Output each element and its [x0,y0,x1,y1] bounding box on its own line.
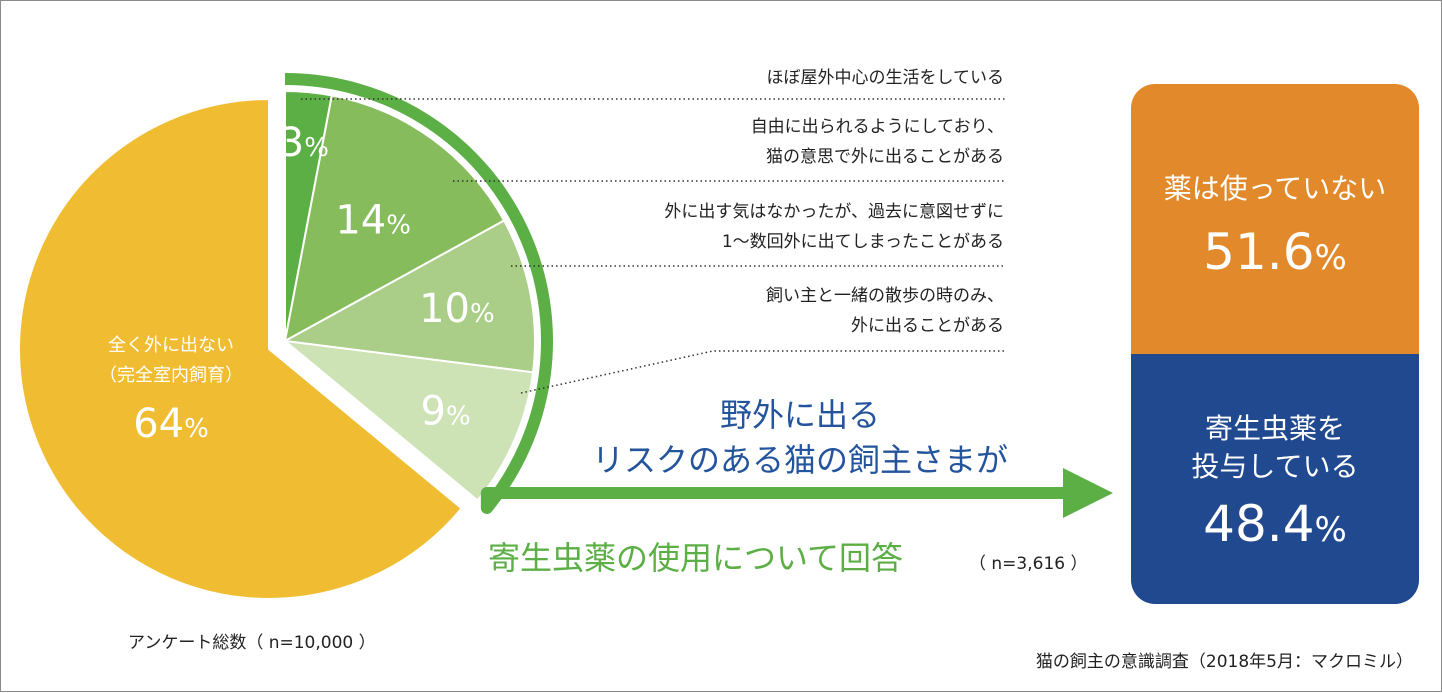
medication-label: 寄生虫薬を投与している [1131,410,1419,486]
arrow-bracket-line [284,73,1073,515]
slice-value-number-3: 9 [421,389,446,435]
arrow-text-line2: リスクのある猫の飼主さまが [592,441,1008,479]
slice-value-unit-3: % [446,402,471,432]
medication-label-line2: 投与している [1191,450,1359,483]
slice-value-number-4: 64 [133,401,184,447]
slice-value-label-0: 3% [279,120,329,166]
arrow-head [1063,468,1113,518]
no-medication-label: 薬は使っていない [1163,172,1387,205]
pie-slice-4 [18,97,464,600]
slice-value-number-0: 3 [279,120,304,166]
slice-value-label-2: 10% [419,286,495,332]
pie-slice-1 [283,94,506,343]
medication-label-line1: 寄生虫薬を [1204,412,1345,445]
slice-value-number-1: 14 [335,198,386,244]
medication-card: 寄生虫薬を投与している 48.4% [1131,354,1419,604]
medication-number: 48.4 [1203,495,1315,553]
answer-n-label: （ n=3,616 ） [969,554,1088,574]
pie-slice-2 [281,219,536,374]
slice-value-unit-4: % [184,414,209,444]
source-note: 猫の飼主の意識調査（2018年5月：マクロミル） [1035,652,1413,672]
answer-title: 寄生虫薬の使用について回答 [488,539,903,577]
category-label-1-line2: 猫の意思で外に出ることがある [766,147,1004,167]
category-label-2-line1: 外に出す気はなかったが、過去に意図せずに [664,202,1004,222]
no-medication-value: 51.6% [1131,222,1419,288]
no-medication-unit: % [1314,238,1347,278]
medication-value: 48.4% [1131,494,1419,560]
slice-value-label-3: 9% [421,389,471,435]
category-label-3-line1: 飼い主と一緒の散歩の時のみ、 [766,286,1004,306]
no-medication-number: 51.6 [1203,223,1315,281]
category-label-0-line1: ほぼ屋外中心の生活をしている [767,68,1005,88]
slice-value-unit-2: % [470,299,495,329]
leader-line-3 [520,350,1006,394]
category-label-2-line2: 1〜数回外に出てしまったことがある [722,232,1004,252]
medication-unit: % [1314,510,1347,550]
no-medication-card: 薬は使っていない 51.6% [1131,84,1419,354]
slice-value-number-2: 10 [419,286,470,332]
slice-value-label-1: 14% [335,198,411,244]
slice-value-label-4: 64% [133,401,209,447]
slice-value-unit-1: % [386,211,411,241]
category-label-3-line2: 外に出ることがある [851,316,1004,336]
main-slice-label-line1: 全く外に出ない [108,335,234,356]
survey-total-label: アンケート総数（ n=10,000 ） [128,633,376,653]
arrow-text-line1: 野外に出る [720,396,880,434]
slice-value-unit-0: % [304,133,329,163]
main-slice-label-line2: （完全室内飼育） [99,365,243,386]
category-label-1-line1: 自由に出られるようにしており、 [751,117,1004,137]
